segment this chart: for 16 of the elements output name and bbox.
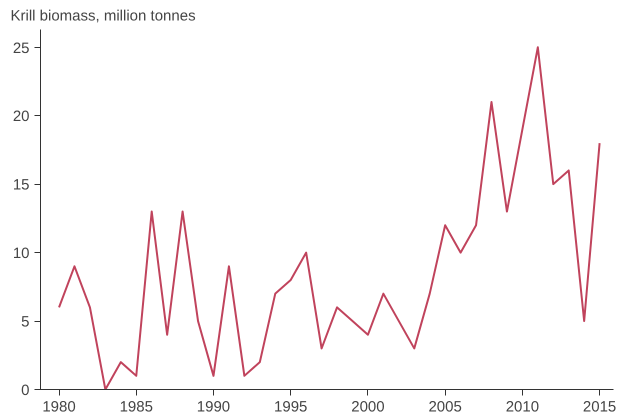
y-tick-label: 25 xyxy=(12,40,30,57)
x-tick-label: 2010 xyxy=(506,398,540,414)
y-tick-label: 10 xyxy=(12,245,30,262)
y-tick-label: 0 xyxy=(21,382,30,399)
x-tick-label: 2015 xyxy=(582,398,616,414)
y-tick-label: 5 xyxy=(21,314,30,331)
x-tick-label: 1995 xyxy=(274,398,308,414)
x-tick-label: 2000 xyxy=(351,398,385,414)
line-series xyxy=(58,46,601,390)
x-tick-label: 1990 xyxy=(196,398,230,414)
x-tick-label: 1980 xyxy=(42,398,76,414)
x-tick-label: 1985 xyxy=(120,398,153,414)
x-tick-label: 2005 xyxy=(428,398,462,414)
y-tick-label: 15 xyxy=(12,176,30,194)
chart-title: Krill biomass, million tonnes xyxy=(10,8,196,24)
y-tick-label: 20 xyxy=(12,108,30,126)
